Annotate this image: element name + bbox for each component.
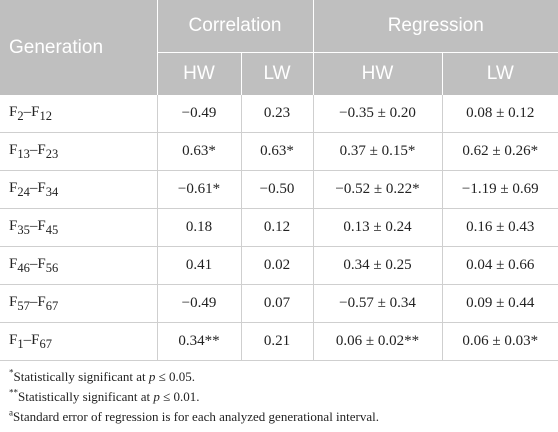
footnote-mark: * xyxy=(9,367,14,378)
footnote-threshold: ≤ 0.05. xyxy=(155,369,196,384)
footnote-mark: a xyxy=(9,407,13,418)
generation-start: F xyxy=(9,103,18,120)
generation-start-index: 57 xyxy=(17,298,30,313)
footnote-variable: p xyxy=(148,369,156,384)
generation-end: F xyxy=(31,331,40,348)
generation-end-index: 34 xyxy=(45,184,59,199)
generation-cell: F57–F67 xyxy=(0,284,157,323)
generation-end: F xyxy=(37,255,46,272)
correlation-hw-cell: 0.41 xyxy=(156,246,241,285)
generation-dash: – xyxy=(29,179,38,196)
generation-end: F xyxy=(37,141,46,158)
correlation-hw-cell: 0.18 xyxy=(156,208,241,247)
footnote-text: Statistically significant at xyxy=(18,389,154,404)
correlation-lw-cell: 0.02 xyxy=(240,246,313,285)
footnote: aStandard error of regression is for eac… xyxy=(9,407,379,427)
generation-start: F xyxy=(9,293,18,310)
correlation-hw-cell: −0.49 xyxy=(156,95,241,133)
subheader-regression-lw: LW xyxy=(441,52,558,95)
footnote-mark: ** xyxy=(9,387,18,398)
regression-hw-cell: 0.34 ± 0.25 xyxy=(312,246,442,285)
generation-dash: – xyxy=(29,217,38,234)
subheader-correlation-hw: HW xyxy=(156,52,241,95)
generation-dash: – xyxy=(23,103,32,120)
header-regression: Regression xyxy=(312,0,558,53)
generation-cell: F13–F23 xyxy=(0,132,157,171)
correlation-lw-cell: 0.07 xyxy=(240,284,313,323)
correlation-hw-cell: 0.63* xyxy=(156,132,241,171)
correlation-lw-cell: 0.12 xyxy=(240,208,313,247)
correlation-hw-cell: −0.61* xyxy=(156,170,241,209)
generation-start: F xyxy=(9,217,18,234)
generation-cell: F24–F34 xyxy=(0,170,157,209)
regression-lw-cell: 0.09 ± 0.44 xyxy=(441,284,558,323)
regression-hw-cell: −0.52 ± 0.22* xyxy=(312,170,442,209)
correlation-lw-cell: −0.50 xyxy=(240,170,313,209)
correlation-lw-cell: 0.23 xyxy=(240,95,313,133)
generation-end: F xyxy=(37,217,46,234)
generation-dash: – xyxy=(23,331,32,348)
data-table: Generation Correlation Regression HW LW … xyxy=(0,0,558,361)
generation-cell: F46–F56 xyxy=(0,246,157,285)
regression-lw-cell: 0.06 ± 0.03* xyxy=(441,322,558,361)
regression-lw-cell: 0.04 ± 0.66 xyxy=(441,246,558,285)
footnote: **Statistically significant at p ≤ 0.01. xyxy=(9,387,379,407)
generation-start-index: 2 xyxy=(17,108,24,123)
generation-start-index: 1 xyxy=(17,336,24,351)
correlation-hw-cell: 0.34** xyxy=(156,322,241,361)
regression-lw-cell: 0.08 ± 0.12 xyxy=(441,95,558,133)
subheader-regression-hw: HW xyxy=(312,52,442,95)
generation-end: F xyxy=(37,293,46,310)
generation-start-index: 46 xyxy=(17,260,30,275)
generation-start: F xyxy=(9,331,18,348)
table-row: F1–F67 0.34** 0.21 0.06 ± 0.02** 0.06 ± 0.03… xyxy=(0,322,558,361)
generation-cell: F1–F67 xyxy=(0,322,157,361)
generation-cell: F2–F12 xyxy=(0,95,157,133)
regression-hw-cell: −0.57 ± 0.34 xyxy=(312,284,442,323)
regression-hw-cell: 0.06 ± 0.02** xyxy=(312,322,442,361)
generation-end: F xyxy=(37,179,46,196)
generation-start: F xyxy=(9,255,18,272)
table-row: F35–F45 0.18 0.12 0.13 ± 0.24 0.16 ± 0.43 xyxy=(0,208,558,247)
correlation-lw-cell: 0.21 xyxy=(240,322,313,361)
regression-lw-cell: −1.19 ± 0.69 xyxy=(441,170,558,209)
generation-end-index: 12 xyxy=(39,108,52,123)
correlation-lw-cell: 0.63* xyxy=(240,132,313,171)
regression-hw-cell: 0.13 ± 0.24 xyxy=(312,208,442,247)
header-correlation: Correlation xyxy=(156,0,313,53)
generation-start: F xyxy=(9,141,18,158)
regression-lw-cell: 0.16 ± 0.43 xyxy=(441,208,558,247)
generation-dash: – xyxy=(29,255,38,272)
footnote-threshold: ≤ 0.01. xyxy=(159,389,200,404)
footnote-text: Standard error of regression is for each… xyxy=(13,409,380,424)
generation-dash: – xyxy=(29,141,38,158)
generation-end-index: 67 xyxy=(45,298,59,313)
generation-end-index: 56 xyxy=(45,260,59,275)
table-row: F13–F23 0.63* 0.63* 0.37 ± 0.15* 0.62 ± 0.26… xyxy=(0,132,558,171)
generation-start: F xyxy=(9,179,18,196)
generation-end: F xyxy=(31,103,40,120)
generation-dash: – xyxy=(29,293,38,310)
generation-start-index: 24 xyxy=(17,184,30,199)
correlation-hw-cell: −0.49 xyxy=(156,284,241,323)
header-generation: Generation xyxy=(0,0,157,95)
regression-lw-cell: 0.62 ± 0.26* xyxy=(441,132,558,171)
subheader-correlation-lw: LW xyxy=(240,52,313,95)
table-row: F57–F67 −0.49 0.07 −0.57 ± 0.34 0.09 ± 0.44 xyxy=(0,284,558,323)
footnote-variable: p xyxy=(153,389,160,404)
generation-end-index: 23 xyxy=(45,146,59,161)
generation-start-index: 35 xyxy=(17,222,30,237)
regression-hw-cell: 0.37 ± 0.15* xyxy=(312,132,442,171)
generation-start-index: 13 xyxy=(17,146,30,161)
footnotes: *Statistically significant at p ≤ 0.05. *… xyxy=(9,367,379,427)
footnote: *Statistically significant at p ≤ 0.05. xyxy=(9,367,379,387)
regression-hw-cell: −0.35 ± 0.20 xyxy=(312,95,442,133)
generation-cell: F35–F45 xyxy=(0,208,157,247)
table-row: F24–F34 −0.61* −0.50 −0.52 ± 0.22* −1.19 ± 0… xyxy=(0,170,558,209)
generation-end-index: 67 xyxy=(39,336,52,351)
footnote-text: Statistically significant at xyxy=(13,369,149,384)
table-row: F46–F56 0.41 0.02 0.34 ± 0.25 0.04 ± 0.66 xyxy=(0,246,558,285)
table-row: F2–F12 −0.49 0.23 −0.35 ± 0.20 0.08 ± 0.12 xyxy=(0,95,558,133)
generation-end-index: 45 xyxy=(45,222,59,237)
